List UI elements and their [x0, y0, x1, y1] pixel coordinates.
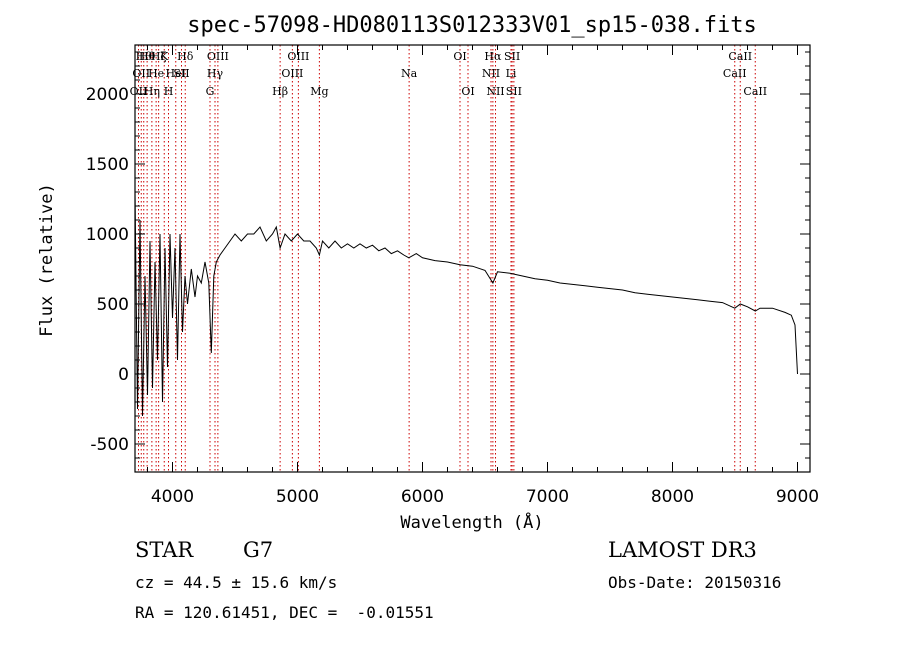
x-axis-label: Wavelength (Å) — [400, 511, 543, 533]
line-id-label: NII — [482, 67, 500, 80]
line-id-label: Hα — [484, 50, 502, 63]
object-subclass: G7 — [243, 538, 274, 562]
x-tick-label: 6000 — [401, 487, 444, 507]
line-id-label: SII — [504, 50, 520, 63]
axis-ticks: 4000 5000 6000 7000 8000 9000 -500 0 500 1000 1500… — [86, 45, 819, 507]
spectrum-series — [134, 191, 798, 417]
line-id-label: Hδ — [177, 50, 194, 63]
line-id-label: OI — [453, 50, 466, 63]
x-tick-label: 4000 — [151, 487, 194, 507]
line-id-label: Li — [506, 67, 517, 80]
line-id-label: Hβ — [272, 85, 288, 98]
line-id-label: OII — [130, 85, 148, 98]
line-id-label: CaII — [728, 50, 752, 63]
line-id-label: Na — [401, 67, 418, 80]
line-id-label: OI — [461, 85, 474, 98]
y-tick-label: 2000 — [86, 85, 129, 105]
x-tick-label: 8000 — [651, 487, 694, 507]
line-id-label: Hθ — [139, 50, 156, 63]
line-id-markers — [138, 45, 756, 472]
line-id-label: CaII — [743, 85, 767, 98]
y-tick-label: 1500 — [86, 155, 129, 175]
line-id-label: Hζ — [151, 50, 167, 63]
survey-name: LAMOST DR3 — [608, 538, 757, 562]
x-tick-label: 7000 — [526, 487, 569, 507]
line-id-label: HeI — [166, 67, 186, 80]
line-id-label: He — [148, 67, 164, 80]
line-id-label: Hη — [144, 85, 160, 98]
line-id-label: OIII — [207, 50, 229, 63]
line-id-label: H — [164, 85, 174, 98]
x-tick-label: 9000 — [776, 487, 819, 507]
line-id-label: SII — [506, 85, 522, 98]
object-class: STAR — [135, 538, 194, 562]
line-id-label: G — [206, 85, 215, 98]
x-tick-label: 5000 — [276, 487, 319, 507]
line-id-label: OII — [132, 67, 150, 80]
line-id-label: OIII — [281, 67, 303, 80]
line-id-label: Mg — [310, 85, 328, 98]
line-id-label: K — [160, 50, 169, 63]
chart-title: spec-57098-HD080113S012333V01_sp15-038.f… — [187, 13, 757, 38]
line-id-label: Hγ — [207, 67, 224, 80]
coordinates: RA = 120.61451, DEC = -0.01551 — [135, 603, 434, 622]
line-id-label: OIII — [287, 50, 309, 63]
line-id-label: NII — [486, 85, 504, 98]
y-tick-label: 0 — [118, 365, 129, 385]
spectrum-line — [134, 191, 798, 417]
line-id-label: CaII — [723, 67, 747, 80]
plot-frame — [134, 44, 811, 473]
y-tick-label: 1000 — [86, 225, 129, 245]
line-id-label: Hθ — [136, 50, 153, 63]
y-tick-label: -500 — [90, 435, 129, 455]
line-id-label: SII — [173, 67, 189, 80]
line-id-labels: OIIOIIHθHθHηHeHζKHHeISIIHδGHγOIIIHβOIIIO… — [130, 50, 767, 98]
redshift-value: cz = 44.5 ± 15.6 km/s — [135, 573, 338, 592]
y-tick-label: 500 — [97, 295, 129, 315]
observation-date: Obs-Date: 20150316 — [608, 573, 782, 592]
y-axis-label: Flux (relative) — [37, 183, 57, 337]
